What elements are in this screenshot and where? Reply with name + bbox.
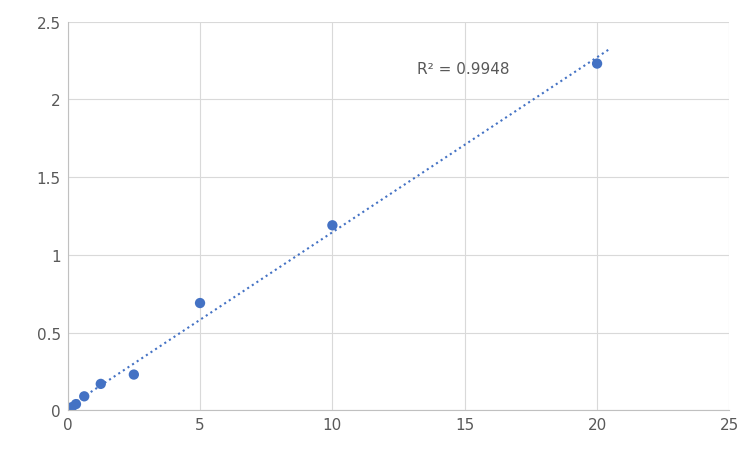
Point: [591, 61, 603, 68]
Point: [65, 404, 77, 411]
Point: [62, 407, 74, 414]
Point: [326, 222, 338, 230]
Point: [78, 393, 90, 400]
Point: [70, 400, 82, 408]
Point: [128, 371, 140, 378]
Text: R² = 0.9948: R² = 0.9948: [417, 62, 510, 77]
Point: [95, 381, 107, 388]
Point: [194, 300, 206, 307]
